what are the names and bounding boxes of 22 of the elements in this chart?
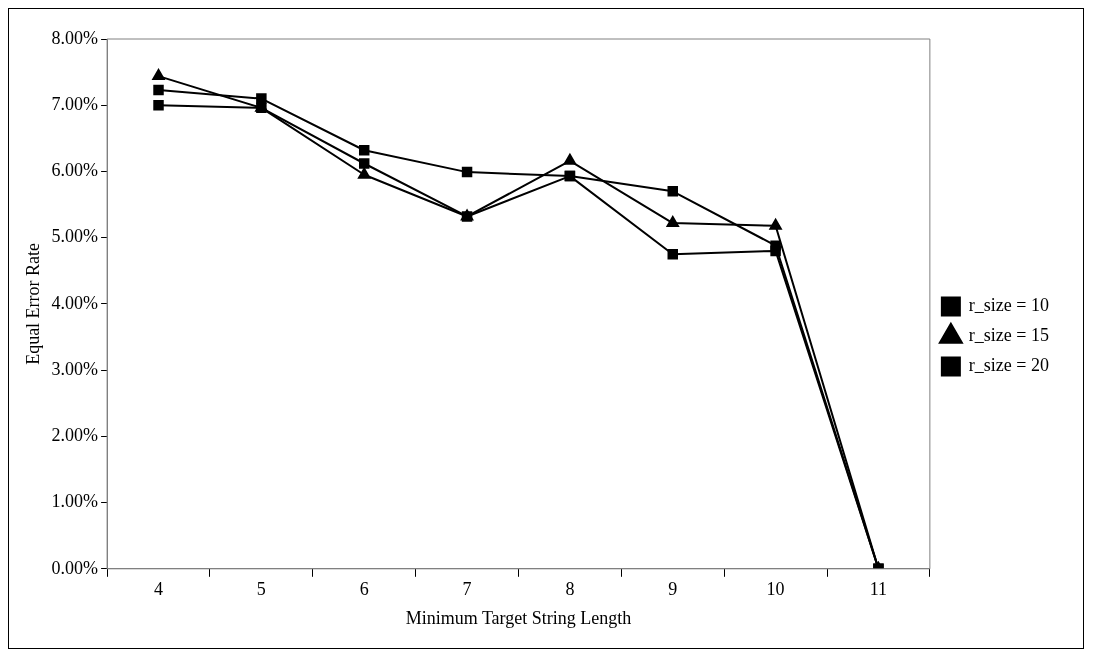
y-tick-label: 0.00%	[51, 557, 99, 578]
x-tick-label: 7	[462, 579, 472, 600]
x-tick-label: 4	[154, 579, 164, 600]
legend-label: r_size = 10	[968, 295, 1050, 316]
y-tick-label: 2.00%	[51, 425, 99, 446]
x-tick-label: 9	[668, 579, 678, 600]
x-tick-label: 8	[565, 579, 575, 600]
legend-label: r_size = 20	[968, 355, 1050, 376]
x-axis-title: Minimum Target String Length	[405, 607, 632, 628]
x-tick-label: 6	[359, 579, 369, 600]
y-tick-label: 8.00%	[51, 27, 99, 48]
y-tick-label: 5.00%	[51, 226, 99, 247]
legend-label: r_size = 15	[968, 325, 1050, 346]
y-tick-label: 6.00%	[51, 160, 99, 181]
x-tick-label: 11	[869, 579, 888, 600]
x-tick-label: 10	[766, 579, 785, 600]
y-tick-label: 4.00%	[51, 292, 99, 313]
y-tick-label: 1.00%	[51, 491, 99, 512]
y-axis-title: Equal Error Rate	[22, 242, 43, 365]
y-tick-label: 7.00%	[51, 93, 99, 114]
x-tick-label: 5	[256, 579, 266, 600]
y-tick-label: 3.00%	[51, 358, 99, 379]
